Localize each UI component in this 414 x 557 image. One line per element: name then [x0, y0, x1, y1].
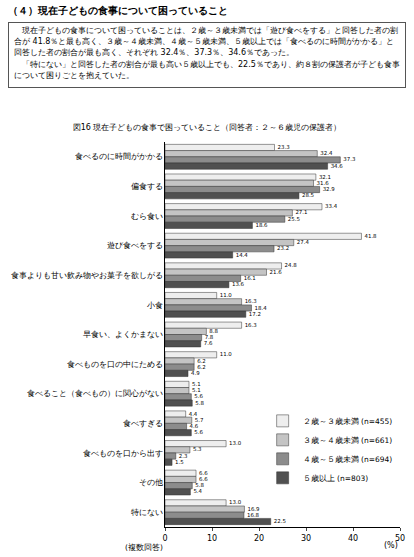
svg-text:6.2: 6.2 [197, 358, 206, 364]
svg-text:5.6: 5.6 [194, 393, 203, 399]
svg-text:13.0: 13.0 [229, 440, 242, 446]
svg-text:27.1: 27.1 [295, 209, 307, 215]
svg-text:17.2: 17.2 [249, 311, 261, 317]
svg-text:16.3: 16.3 [245, 298, 258, 304]
svg-text:小食: 小食 [147, 301, 163, 310]
svg-text:13.0: 13.0 [229, 499, 242, 505]
svg-text:23.3: 23.3 [278, 144, 291, 150]
svg-text:20: 20 [254, 534, 264, 543]
svg-text:4.9: 4.9 [191, 370, 200, 376]
html-text:「特にない」と回答した者の割合が最も高い５歳以上でも、22.: 「特にない」と回答した者の割合が最も高い５歳以上でも、22.5％であり、約８割の… [14, 60, 400, 81]
svg-text:11.0: 11.0 [220, 351, 233, 357]
svg-text:16.1: 16.1 [244, 275, 256, 281]
svg-text:6.6: 6.6 [199, 470, 208, 476]
svg-text:5.4: 5.4 [193, 488, 202, 494]
svg-text:食べものを口の中にためる: 食べものを口の中にためる [67, 360, 163, 369]
svg-text:21.6: 21.6 [270, 269, 283, 275]
svg-text:5.7: 5.7 [195, 417, 204, 423]
svg-text:34.6: 34.6 [331, 163, 344, 169]
svg-text:5.6: 5.6 [194, 429, 203, 435]
svg-text:32.1: 32.1 [319, 174, 331, 180]
svg-text:6.6: 6.6 [199, 476, 208, 482]
svg-text:5.1: 5.1 [192, 381, 201, 387]
svg-text:むら食い: むら食い [131, 212, 163, 221]
svg-text:特にない: 特にない [131, 508, 163, 517]
svg-text:5.1: 5.1 [192, 387, 201, 393]
svg-text:4.6: 4.6 [190, 423, 199, 429]
svg-text:18.6: 18.6 [255, 222, 268, 228]
svg-text:50: 50 [395, 534, 405, 543]
svg-text:5.3: 5.3 [193, 446, 202, 452]
svg-text:18.4: 18.4 [254, 305, 267, 311]
svg-text:5.8: 5.8 [195, 482, 204, 488]
svg-text:24.8: 24.8 [285, 262, 298, 268]
svg-text:28.5: 28.5 [302, 192, 314, 198]
svg-text:偏食する: 偏食する [131, 182, 163, 191]
svg-text:食べすぎる: 食べすぎる [123, 419, 163, 428]
svg-text:4.4: 4.4 [189, 411, 198, 417]
svg-text:7.8: 7.8 [205, 334, 214, 340]
svg-text:10: 10 [207, 534, 217, 543]
svg-text:32.9: 32.9 [323, 186, 336, 192]
svg-text:0: 0 [162, 534, 167, 543]
svg-text:8.8: 8.8 [209, 328, 218, 334]
svg-text:食べるのに時間がかかる: 食べるのに時間がかかる [75, 152, 163, 161]
svg-text:５歳以上 (n=803): ５歳以上 (n=803) [303, 474, 369, 483]
svg-text:5.8: 5.8 [195, 400, 204, 406]
svg-text:(%): (%) [384, 541, 398, 550]
svg-text:食事よりも甘い飲み物やお菓子を欲しがる: 食事よりも甘い飲み物やお菓子を欲しがる [11, 271, 163, 280]
svg-text:1.5: 1.5 [175, 459, 184, 465]
svg-text:22.5: 22.5 [274, 518, 286, 524]
svg-text:早食い、よくかまない: 早食い、よくかまない [83, 330, 163, 339]
svg-text:23.2: 23.2 [277, 245, 289, 251]
svg-text:6.2: 6.2 [197, 364, 206, 370]
svg-text:25.5: 25.5 [288, 216, 300, 222]
svg-text:食べること（食べもの）に関心がない: 食べること（食べもの）に関心がない [27, 389, 163, 398]
svg-text:２歳～３歳未満 (n=455): ２歳～３歳未満 (n=455) [303, 417, 393, 426]
svg-text:４歳～５歳未満 (n=694): ４歳～５歳未満 (n=694) [303, 455, 393, 464]
svg-text:食べものを口から出す: 食べものを口から出す [83, 449, 163, 458]
svg-text:7.6: 7.6 [204, 340, 213, 346]
svg-text:11.0: 11.0 [220, 292, 233, 298]
html-text:（４）現在子どもの食事について困っていること: （４）現在子どもの食事について困っていること [8, 5, 228, 16]
svg-text:33.4: 33.4 [325, 203, 338, 209]
svg-text:31.6: 31.6 [317, 180, 330, 186]
svg-text:(複数回答): (複数回答) [125, 543, 163, 552]
svg-text:16.9: 16.9 [247, 506, 260, 512]
svg-text:遊び食べをする: 遊び食べをする [107, 241, 163, 250]
svg-text:その他: その他 [139, 478, 163, 487]
svg-text:３歳～４歳未満 (n=661): ３歳～４歳未満 (n=661) [303, 436, 393, 445]
svg-text:41.8: 41.8 [364, 233, 377, 239]
svg-text:27.4: 27.4 [297, 239, 310, 245]
svg-text:30: 30 [301, 534, 311, 543]
svg-text:16.8: 16.8 [247, 512, 260, 518]
html-text:現在子どもの食事について困っていることは、２歳～３歳未満では: 現在子どもの食事について困っていることは、２歳～３歳未満では「遊び食べをする」と… [14, 26, 398, 57]
svg-text:37.3: 37.3 [343, 156, 356, 162]
svg-text:14.4: 14.4 [236, 252, 249, 258]
svg-text:13.6: 13.6 [232, 281, 245, 287]
svg-text:図16 現在子どもの食事で困っていること（回答者：２～６歳児: 図16 現在子どもの食事で困っていること（回答者：２～６歳児の保護者） [73, 123, 342, 132]
svg-text:40: 40 [348, 534, 358, 543]
svg-text:32.4: 32.4 [320, 150, 333, 156]
svg-text:16.3: 16.3 [245, 322, 258, 328]
svg-text:2.3: 2.3 [179, 453, 188, 459]
